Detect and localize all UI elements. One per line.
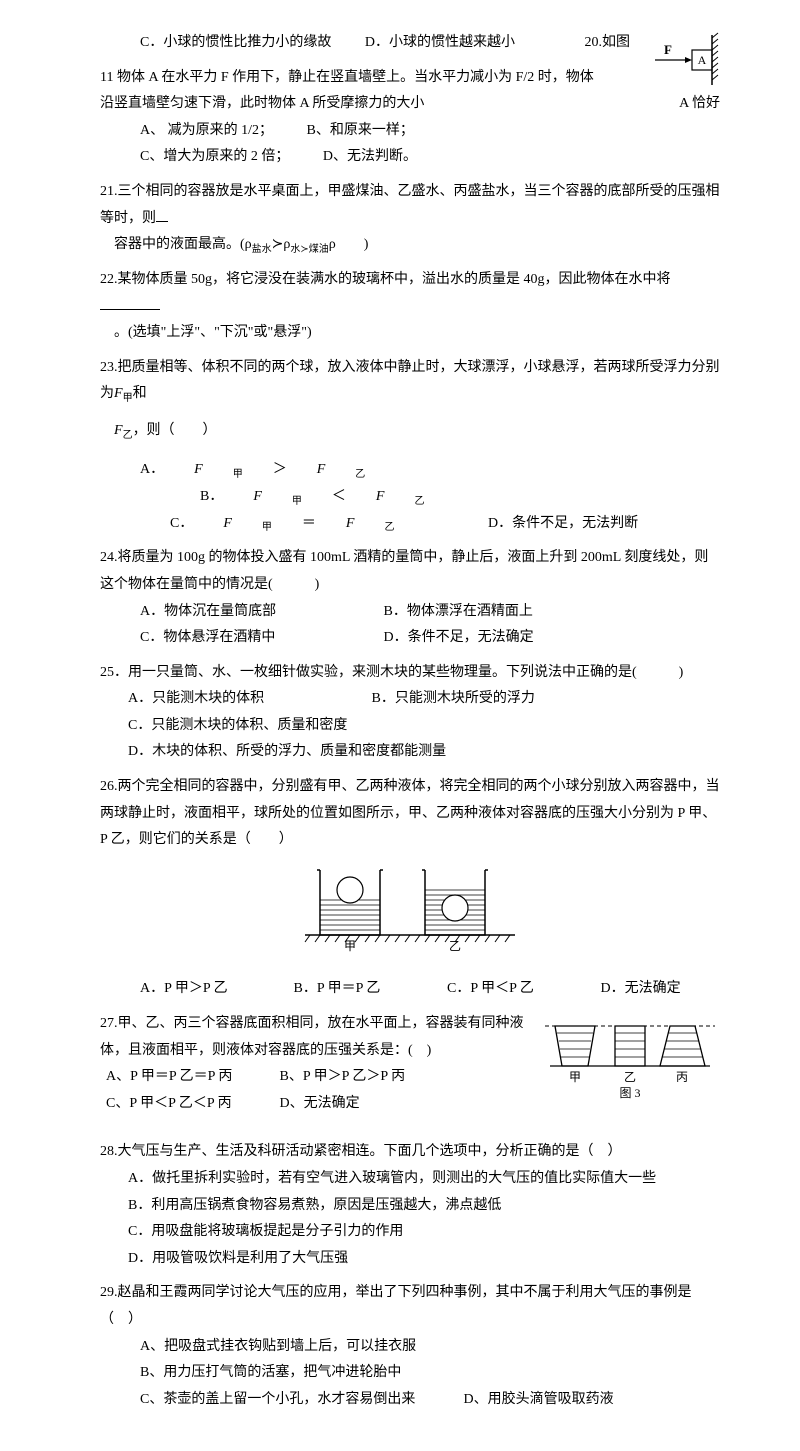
q23-m1: 和 xyxy=(133,386,147,401)
q28-d: D．用吸管吸饮料是利用了大气压强 xyxy=(128,1246,720,1273)
q25-b: B．只能测木块所受的浮力 xyxy=(372,686,535,713)
q21-s1: 盐水 xyxy=(252,244,272,255)
q27-b: B、P 甲＞P 乙＞P 丙 xyxy=(280,1069,406,1084)
svg-text:丙: 丙 xyxy=(676,1070,688,1084)
q23-m2: ，则（ ） xyxy=(133,423,217,438)
q29: 29.赵晶和王霞两同学讨论大气压的应用，举出了下列四种事例，其中不属于利用大气压… xyxy=(100,1280,720,1413)
opt-c: C．小球的惯性比推力小的缘故 xyxy=(140,30,331,57)
q24: 24.将质量为 100g 的物体投入盛有 100mL 酒精的量筒中，静止后，液面… xyxy=(100,545,720,651)
svg-text:A: A xyxy=(698,53,707,67)
q27-a: A、P 甲＝P 乙＝P 丙 xyxy=(106,1064,276,1091)
svg-text:乙: 乙 xyxy=(449,939,461,953)
q26-text: 26.两个完全相同的容器中，分别盛有甲、乙两种液体，将完全相同的两个小球分别放入… xyxy=(100,779,720,847)
q26-a: A．P 甲＞P 乙 xyxy=(140,976,260,1003)
q29-c: C、茶壶的盖上留一个小孔，水才容易倒出来 xyxy=(140,1387,430,1414)
q11-a: A、 减为原来的 1/2； xyxy=(140,118,273,145)
q27-c: C、P 甲＜P 乙＜P 丙 xyxy=(106,1091,276,1118)
q21-s2: 水≻煤油 xyxy=(290,244,328,255)
q21: 21.三个相同的容器放是水平桌面上，甲盛煤油、乙盛水、丙盛盐水，当三个容器的底部… xyxy=(100,179,720,259)
q25-text: 25．用一只量筒、水、一枚细针做实验，来测木块的某些物理量。下列说法中正确的是(… xyxy=(100,665,683,680)
svg-text:甲: 甲 xyxy=(569,1070,581,1084)
q27-d: D、无法确定 xyxy=(280,1096,360,1111)
q11-line1: 11 物体 A 在水平力 F 作用下，静止在竖直墙壁上。当水平力减小为 F/2 … xyxy=(100,70,594,85)
q21-t2: 容器中的液面最高。(ρ xyxy=(114,237,252,252)
q11-d: D、无法判断。 xyxy=(323,144,417,171)
svg-text:F: F xyxy=(664,42,672,57)
q29-d: D、用胶头滴管吸取药液 xyxy=(464,1387,614,1414)
q27: 甲 乙 丙 图 3 27.甲、乙、丙三个容器底面积相同，放在水平面上，容器装有同… xyxy=(100,1011,720,1117)
svg-text:乙: 乙 xyxy=(624,1070,636,1084)
q24-b: B．物体漂浮在酒精面上 xyxy=(384,599,533,626)
q24-a: A．物体沉在量筒底部 xyxy=(140,599,350,626)
q28-a: A．做托里拆利实验时，若有空气进入玻璃管内，则测出的大气压的值比实际值大一些 xyxy=(128,1166,720,1193)
q22: 22.某物体质量 50g，将它浸没在装满水的玻璃杯中，溢出水的质量是 40g，因… xyxy=(100,267,720,347)
q26: 26.两个完全相同的容器中，分别盛有甲、乙两种液体，将完全相同的两个小球分别放入… xyxy=(100,774,720,1003)
q11: 11 物体 A 在水平力 F 作用下，静止在竖直墙壁上。当水平力减小为 F/2 … xyxy=(100,65,720,171)
svg-text:图 3: 图 3 xyxy=(619,1086,640,1100)
q24-d: D．条件不足，无法确定 xyxy=(384,625,534,652)
q27-text: 27.甲、乙、丙三个容器底面积相同，放在水平面上，容器装有同种液体，且液面相平，… xyxy=(100,1016,524,1058)
q28-text: 28.大气压与生产、生活及科研活动紧密相连。下面几个选项中，分析正确的是（ ） xyxy=(100,1144,622,1159)
wall-diagram: F A xyxy=(640,30,720,90)
q28-b: B．利用高压锅煮食物容易煮熟，原因是压强越大，沸点越低 xyxy=(128,1193,720,1220)
q11-right: A 恰好 xyxy=(679,91,720,118)
q23: 23.把质量相等、体积不同的两个球，放入液体中静止时，大球漂浮，小球悬浮，若两球… xyxy=(100,355,720,538)
q23-d: D．条件不足，无法判断 xyxy=(488,511,638,538)
q11-b: B、和原来一样； xyxy=(307,118,414,145)
q26-b: B．P 甲＝P 乙 xyxy=(294,976,414,1003)
q23-f2s: 乙 xyxy=(123,430,133,441)
q29-a: A、把吸盘式挂衣钩贴到墙上后，可以挂衣服 xyxy=(140,1334,430,1361)
beakers-diagram: 甲 乙 xyxy=(295,860,525,960)
label-20: 20.如图 xyxy=(585,30,631,57)
q21-t1: 21.三个相同的容器放是水平桌面上，甲盛煤油、乙盛水、丙盛盐水，当三个容器的底部… xyxy=(100,184,720,226)
q29-text: 29.赵晶和王霞两同学讨论大气压的应用，举出了下列四种事例，其中不属于利用大气压… xyxy=(100,1285,692,1327)
q23-c: C．F甲＝F乙 xyxy=(170,511,424,538)
opt-d: D．小球的惯性越来越小 xyxy=(365,30,515,57)
q24-c: C．物体悬浮在酒精中 xyxy=(140,625,350,652)
q26-d: D．无法确定 xyxy=(601,976,681,1003)
q25-d: D．木块的体积、所受的浮力、质量和密度都能测量 xyxy=(128,739,446,766)
q23-f2: F xyxy=(114,423,123,438)
q22-t1: 22.某物体质量 50g，将它浸没在装满水的玻璃杯中，溢出水的质量是 40g，因… xyxy=(100,272,671,287)
q21-end: ρ ) xyxy=(329,237,369,252)
q23-b: B．F甲＜F乙 xyxy=(200,484,454,511)
q23-a: A．F甲＞F乙 xyxy=(140,457,395,484)
q23-f1: F xyxy=(114,386,123,401)
q26-c: C．P 甲＜P 乙 xyxy=(447,976,567,1003)
q22-t2: 。(选填"上浮"、"下沉"或"悬浮") xyxy=(100,325,312,340)
q28: 28.大气压与生产、生活及科研活动紧密相连。下面几个选项中，分析正确的是（ ） … xyxy=(100,1139,720,1272)
q29-b: B、用力压打气筒的活塞，把气冲进轮胎中 xyxy=(140,1360,401,1387)
containers-diagram: 甲 乙 丙 图 3 xyxy=(540,1011,720,1101)
q23-f1s: 甲 xyxy=(123,393,133,404)
q28-c: C．用吸盘能将玻璃板提起是分子引力的作用 xyxy=(128,1219,720,1246)
q24-text: 24.将质量为 100g 的物体投入盛有 100mL 酒精的量筒中，静止后，液面… xyxy=(100,550,708,592)
q25-a: A．只能测木块的体积 xyxy=(128,686,338,713)
q21-mid: ≻ρ xyxy=(272,237,291,252)
q25: 25．用一只量筒、水、一枚细针做实验，来测木块的某些物理量。下列说法中正确的是(… xyxy=(100,660,720,766)
q25-c: C．只能测木块的体积、质量和密度 xyxy=(128,713,347,740)
q11-line2: 沿竖直墙壁匀速下滑，此时物体 A 所受摩擦力的大小 xyxy=(100,96,424,111)
q11-c: C、增大为原来的 2 倍； xyxy=(140,144,289,171)
q23-t1: 23.把质量相等、体积不同的两个球，放入液体中静止时，大球漂浮，小球悬浮，若两球… xyxy=(100,360,720,402)
q-top-opts: F A C．小球的惯性比推力小的缘故 D．小球的惯性越来越小 20.如图 xyxy=(100,30,720,57)
